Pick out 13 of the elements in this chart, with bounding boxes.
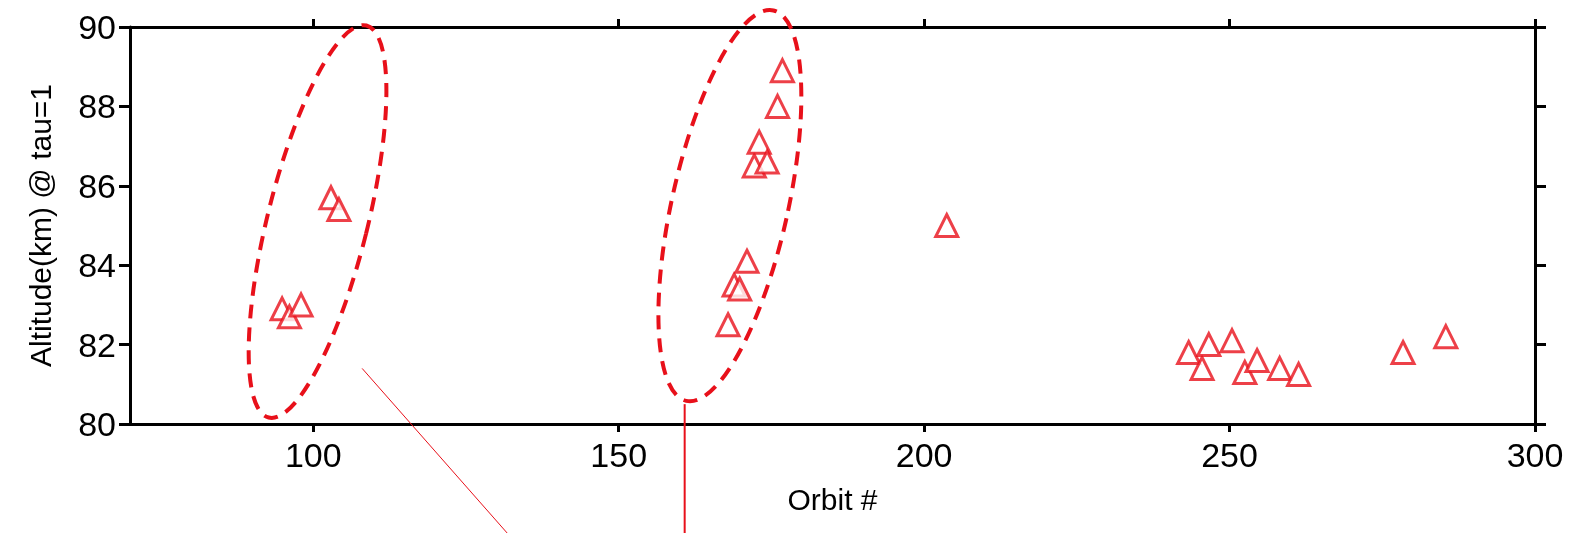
- y-tick-label: 84: [78, 246, 116, 285]
- y-tick-label: 86: [78, 166, 116, 205]
- x-axis-title: Orbit #: [787, 482, 878, 516]
- y-tick-label: 82: [78, 325, 116, 364]
- x-tick-label: 250: [1201, 436, 1258, 474]
- x-tick-label: 200: [895, 436, 953, 474]
- x-tick-label: 300: [1506, 436, 1564, 474]
- y-axis-title: Altitude(km) @ tau=1: [23, 83, 57, 368]
- x-tick-label: 100: [284, 436, 342, 474]
- y-tick-label: 88: [78, 87, 116, 126]
- y-tick-label: 90: [78, 8, 116, 46]
- x-tick-label: 150: [590, 436, 648, 474]
- y-tick-label: 80: [78, 405, 116, 443]
